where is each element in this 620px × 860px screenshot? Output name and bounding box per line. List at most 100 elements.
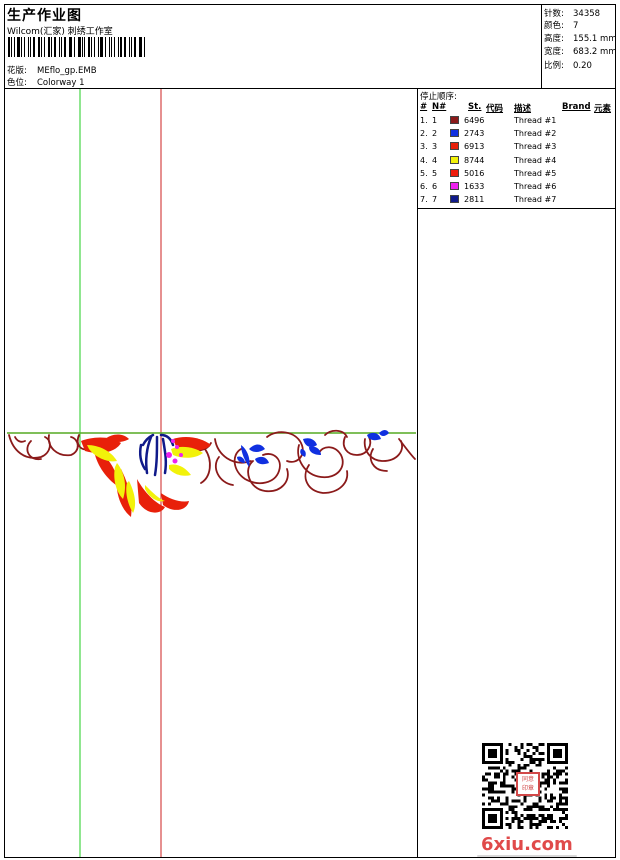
- qr-module: [553, 820, 557, 824]
- qr-module: [523, 763, 527, 767]
- qr-module: [511, 805, 515, 809]
- thread-row-code: 2743: [464, 129, 485, 139]
- qr-module: [490, 781, 494, 785]
- qr-module: [499, 748, 503, 752]
- qr-module: [553, 754, 557, 758]
- qr-module: [523, 751, 527, 755]
- qr-module: [482, 793, 485, 797]
- qr-module: [541, 772, 545, 776]
- qr-module: [502, 766, 506, 770]
- qr-module: [529, 808, 533, 812]
- qr-module: [505, 757, 509, 761]
- qr-module: [490, 817, 494, 821]
- qr-module: [541, 743, 545, 746]
- qr-module: [544, 781, 548, 785]
- barcode-bar: [44, 37, 46, 57]
- qr-module: [496, 772, 500, 776]
- worksheet-frame: 生产作业图 Wilcom(汇家) 刺绣工作室 花版: MEflo_gp.EMB 色…: [4, 4, 617, 858]
- thread-row-description: Thread #1: [514, 116, 557, 125]
- qr-module: [526, 814, 530, 818]
- qr-module: [559, 787, 563, 791]
- qr-module: [538, 751, 542, 755]
- qr-module: [484, 772, 488, 776]
- qr-module: [499, 826, 503, 829]
- qr-module: [487, 772, 491, 776]
- qr-module: [487, 808, 491, 812]
- thread-row-number: 3.: [420, 142, 428, 152]
- qr-module: [544, 793, 548, 797]
- qr-module: [556, 775, 560, 779]
- qr-module: [484, 787, 488, 791]
- qr-module: [547, 769, 551, 773]
- qr-module: [523, 766, 527, 770]
- thread-row-description: Thread #3: [514, 142, 557, 152]
- qr-module: [550, 775, 554, 779]
- qr-module: [493, 781, 497, 785]
- thread-row: 4. 4 8744 Thread #4: [420, 155, 614, 169]
- qr-module: [520, 820, 524, 824]
- qr-module: [547, 751, 551, 755]
- qr-module: [520, 766, 524, 770]
- barcode-bar: [37, 37, 41, 57]
- thread-row-number: 5.: [420, 168, 428, 178]
- qr-module: [544, 796, 548, 800]
- qr-module: [559, 820, 563, 824]
- qr-module: [484, 760, 488, 764]
- studio-name: Wilcom(汇家) 刺绣工作室: [7, 27, 113, 37]
- thread-row: 2. 2 2743 Thread #2: [420, 129, 614, 142]
- barcode-bar: [104, 37, 106, 57]
- barcode-bar: [33, 37, 35, 57]
- thread-color-swatch: [450, 142, 459, 151]
- thread-row: 1. 1 6496 Thread #1: [420, 116, 614, 129]
- barcode-bar: [74, 37, 75, 57]
- qr-module: [499, 781, 503, 785]
- barcode-bar: [119, 37, 123, 57]
- qr-module: [544, 817, 548, 821]
- qr-module: [565, 814, 568, 818]
- colorway-value: Colorway 1: [37, 78, 85, 88]
- qr-module: [505, 748, 509, 752]
- stat-scale: 比例: 0.20: [544, 59, 592, 71]
- qr-module: [565, 796, 568, 800]
- barcode-bar: [10, 37, 12, 57]
- stat-width: 宽度: 683.2 mm: [544, 45, 617, 57]
- qr-module: [482, 811, 485, 815]
- qr-module: [499, 754, 503, 758]
- qr-module: [559, 772, 563, 776]
- qr-module: [517, 820, 521, 824]
- qr-module: [511, 769, 515, 773]
- qr-module: [532, 757, 536, 761]
- qr-module: [562, 802, 566, 806]
- qr-module: [493, 817, 497, 821]
- qr-module: [547, 772, 551, 776]
- qr-module: [487, 760, 491, 764]
- qr-module: [493, 826, 497, 829]
- qr-module: [559, 760, 563, 764]
- qr-module: [490, 790, 494, 794]
- qr-module: [502, 802, 506, 806]
- barcode-bar: [88, 37, 90, 57]
- qr-module: [520, 757, 524, 761]
- qr-module: [511, 790, 515, 794]
- col-header-element: 元素: [594, 104, 612, 114]
- qr-module: [550, 826, 554, 829]
- qr-module: [544, 820, 548, 824]
- thread-row-code: 5016: [464, 168, 485, 178]
- qr-module: [499, 769, 503, 773]
- qr-module: [514, 814, 518, 818]
- design-preview-canvas[interactable]: [5, 89, 418, 857]
- qr-module: [484, 808, 488, 812]
- barcode-bar: [111, 37, 113, 57]
- qr-module: [499, 820, 503, 824]
- red-petals: [81, 434, 211, 517]
- qr-module: [487, 784, 491, 788]
- colorway-label: 色位:: [7, 78, 27, 88]
- qr-module: [493, 743, 497, 746]
- yellow-petals: [87, 445, 203, 513]
- qr-module: [490, 799, 494, 803]
- qr-module: [502, 775, 506, 779]
- qr-module: [544, 808, 548, 812]
- barcode-bar: [23, 37, 26, 57]
- qr-module: [514, 811, 518, 815]
- barcode-bar: [28, 37, 30, 57]
